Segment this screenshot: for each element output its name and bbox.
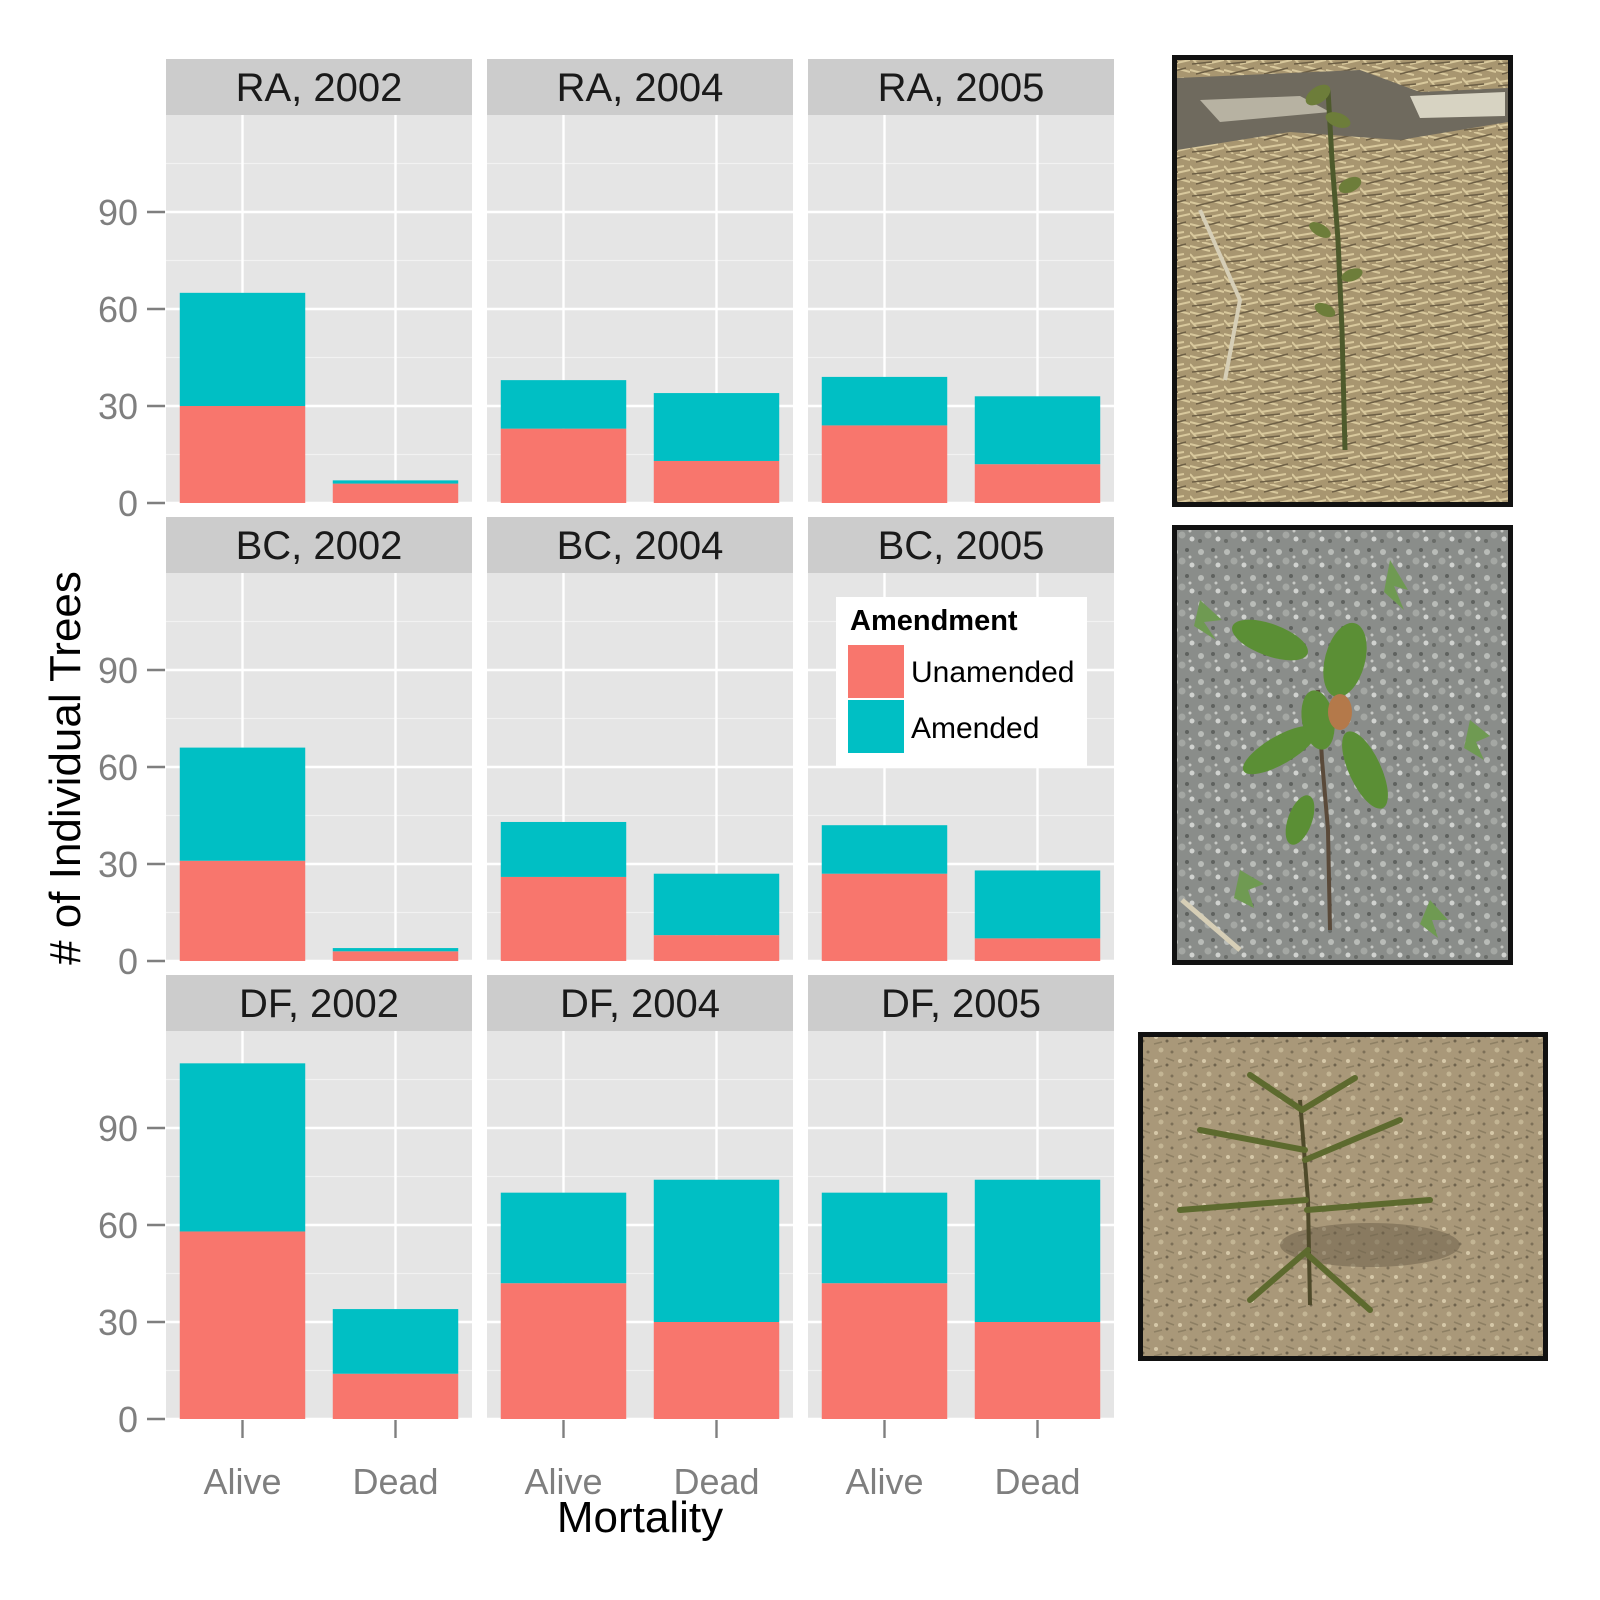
bar-amended-alive [821,376,948,426]
x-tick-label: Alive [845,1461,923,1502]
facet-panel: BC, 2004 [487,517,793,963]
facet-panel: DF, 2002 0 30 60 90 Alive Dead [98,975,472,1502]
bar-unamended-dead [974,1322,1101,1419]
bar-unamended-alive [179,406,306,503]
bar-amended-alive [821,1192,948,1284]
x-tick-label: Dead [994,1461,1080,1502]
facet-strip [166,59,472,115]
seedling-photo-fir [1138,1032,1548,1361]
y-tick-label: 90 [98,1108,138,1149]
bar-unamended-dead [653,935,780,961]
bar-unamended-dead [974,938,1101,961]
facet-title: RA, 2005 [878,66,1045,110]
y-tick-label: 90 [98,650,138,691]
facet-panel: RA, 2005 [808,59,1114,505]
bar-unamended-alive [821,1283,948,1419]
facet-title: RA, 2004 [557,66,724,110]
seedling-photo-broadleaf [1172,525,1513,965]
x-tick-label: Dead [352,1461,438,1502]
bar-amended-dead [974,396,1101,465]
bar-unamended-alive [821,425,948,503]
y-tick-label: 90 [98,192,138,233]
y-tick-label: 60 [98,1205,138,1246]
y-tick-label: 30 [98,844,138,885]
x-tick-label: Alive [524,1461,602,1502]
bar-amended-alive [179,292,306,406]
x-tick-label: Alive [203,1461,281,1502]
bar-unamended-dead [653,460,780,503]
facet-strip [487,975,793,1031]
bar-amended-alive [179,1063,306,1232]
facet-title: RA, 2002 [236,66,403,110]
y-axis-title: # of Individual Trees [41,571,90,965]
bar-unamended-alive [179,1231,306,1419]
legend-key-unamended [848,645,904,698]
facet-strip [166,975,472,1031]
x-tick-label: Dead [673,1461,759,1502]
legend-label-unamended: Unamended [911,656,1074,689]
bar-unamended-alive [821,873,948,961]
bar-amended-dead [332,480,459,484]
bar-unamended-dead [332,483,459,503]
facet-strip [487,59,793,115]
facet-title: DF, 2005 [881,982,1041,1026]
bar-unamended-alive [500,876,627,961]
bar-unamended-alive [500,1283,627,1419]
bar-unamended-dead [332,951,459,961]
bar-amended-alive [179,747,306,861]
bar-unamended-dead [653,1322,780,1419]
legend-label-amended: Amended [911,712,1039,745]
facet-strip [166,517,472,573]
facet-title: BC, 2002 [236,524,403,568]
bar-amended-alive [500,380,627,429]
bar-amended-alive [500,1192,627,1284]
y-tick-label: 0 [118,1399,138,1440]
facet-panel: DF, 2004 Alive Dead [487,975,793,1502]
legend-key-amended [848,700,904,753]
facet-title: DF, 2004 [560,982,720,1026]
bar-amended-dead [332,1309,459,1374]
bar-unamended-alive [179,860,306,961]
legend: Amendment Unamended Amended [836,597,1087,768]
facet-panel: DF, 2005 Alive Dead [808,975,1114,1502]
bar-unamended-dead [974,464,1101,503]
y-tick-label: 60 [98,747,138,788]
bar-amended-alive [500,821,627,877]
bar-amended-dead [653,873,780,936]
facet-strip [808,975,1114,1031]
bar-amended-dead [974,870,1101,939]
panels-layer: RA, 2002 0 30 60 90 RA, 2004 RA, 2005 BC, 2002 0… [98,59,1114,1502]
y-tick-label: 30 [98,386,138,427]
bar-amended-dead [974,1179,1101,1322]
facet-title: DF, 2002 [239,982,399,1026]
facet-panel: BC, 2002 0 30 60 90 [98,517,472,982]
seedling-photo-alder [1172,55,1513,507]
facet-panel: RA, 2002 0 30 60 90 [98,59,472,524]
y-tick-label: 30 [98,1302,138,1343]
facet-strip [487,517,793,573]
bar-unamended-dead [332,1373,459,1419]
x-axis-title: Mortality [557,1493,723,1542]
legend-title: Amendment [850,605,1018,637]
facet-strip [808,59,1114,115]
facet-strip [808,517,1114,573]
y-tick-label: 0 [118,483,138,524]
bar-unamended-alive [500,428,627,503]
facet-title: BC, 2005 [878,524,1045,568]
facet-title: BC, 2004 [557,524,724,568]
bar-amended-dead [653,1179,780,1322]
y-tick-label: 60 [98,289,138,330]
bar-amended-alive [821,825,948,874]
bar-amended-dead [332,948,459,952]
facet-panel: RA, 2004 [487,59,793,505]
y-tick-label: 0 [118,941,138,982]
bar-amended-dead [653,393,780,461]
